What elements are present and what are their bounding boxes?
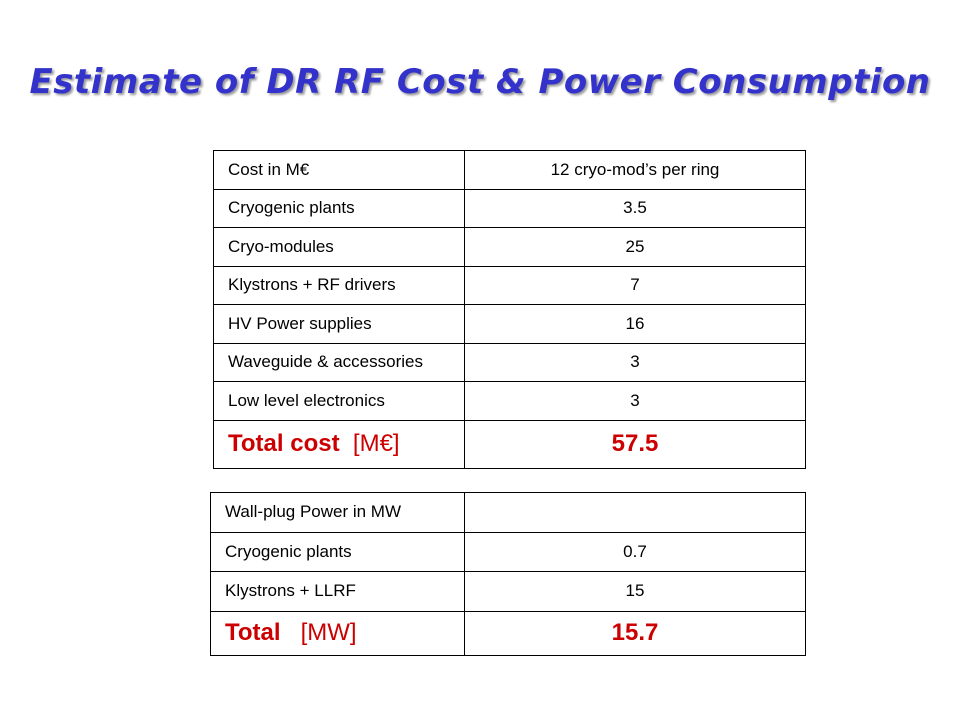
table-row: Waveguide & accessories 3 <box>213 342 806 382</box>
table-header-row: Cost in M€ 12 cryo-mod’s per ring <box>213 150 806 190</box>
header-cell <box>464 492 806 533</box>
table-row: Cryo-modules 25 <box>213 227 806 267</box>
row-value: 16 <box>464 304 806 344</box>
row-value: 25 <box>464 227 806 267</box>
row-label: Cryogenic plants <box>213 188 465 228</box>
header-cell: Cost in M€ <box>213 150 465 190</box>
row-value: 15 <box>464 571 806 612</box>
table-row: Cryogenic plants 0.7 <box>210 531 806 572</box>
row-value: 3 <box>464 342 806 382</box>
table-header-row: Wall-plug Power in MW <box>210 492 806 533</box>
row-value: 0.7 <box>464 531 806 572</box>
total-row: Total cost [M€] 57.5 <box>213 419 806 469</box>
total-row: Total [MW] 15.7 <box>210 610 806 656</box>
total-label: Total cost <box>228 430 340 457</box>
table-row: Klystrons + LLRF 15 <box>210 571 806 612</box>
row-label: Klystrons + LLRF <box>210 571 465 612</box>
row-label: Cryogenic plants <box>210 531 465 572</box>
row-label: Cryo-modules <box>213 227 465 267</box>
total-label-cell: Total [MW] <box>210 610 465 656</box>
total-label: Total <box>225 619 281 646</box>
total-value: 57.5 <box>464 419 806 469</box>
row-label: Klystrons + RF drivers <box>213 265 465 305</box>
total-label-cell: Total cost [M€] <box>213 419 465 469</box>
page-title: Estimate of DR RF Cost & Power Consumpti… <box>29 62 931 102</box>
row-label: HV Power supplies <box>213 304 465 344</box>
row-value: 3.5 <box>464 188 806 228</box>
row-value: 7 <box>464 265 806 305</box>
header-cell: 12 cryo-mod’s per ring <box>464 150 806 190</box>
row-label: Waveguide & accessories <box>213 342 465 382</box>
header-cell: Wall-plug Power in MW <box>210 492 465 533</box>
total-unit: [MW] <box>300 619 357 646</box>
table-row: Low level electronics 3 <box>213 381 806 421</box>
cost-table: Cost in M€ 12 cryo-mod’s per ring Cryoge… <box>213 150 806 469</box>
row-value: 3 <box>464 381 806 421</box>
table-row: Klystrons + RF drivers 7 <box>213 265 806 305</box>
table-row: Cryogenic plants 3.5 <box>213 188 806 228</box>
power-table: Wall-plug Power in MW Cryogenic plants 0… <box>210 492 806 656</box>
row-label: Low level electronics <box>213 381 465 421</box>
table-row: HV Power supplies 16 <box>213 304 806 344</box>
total-value: 15.7 <box>464 610 806 656</box>
total-unit: [M€] <box>352 430 400 457</box>
